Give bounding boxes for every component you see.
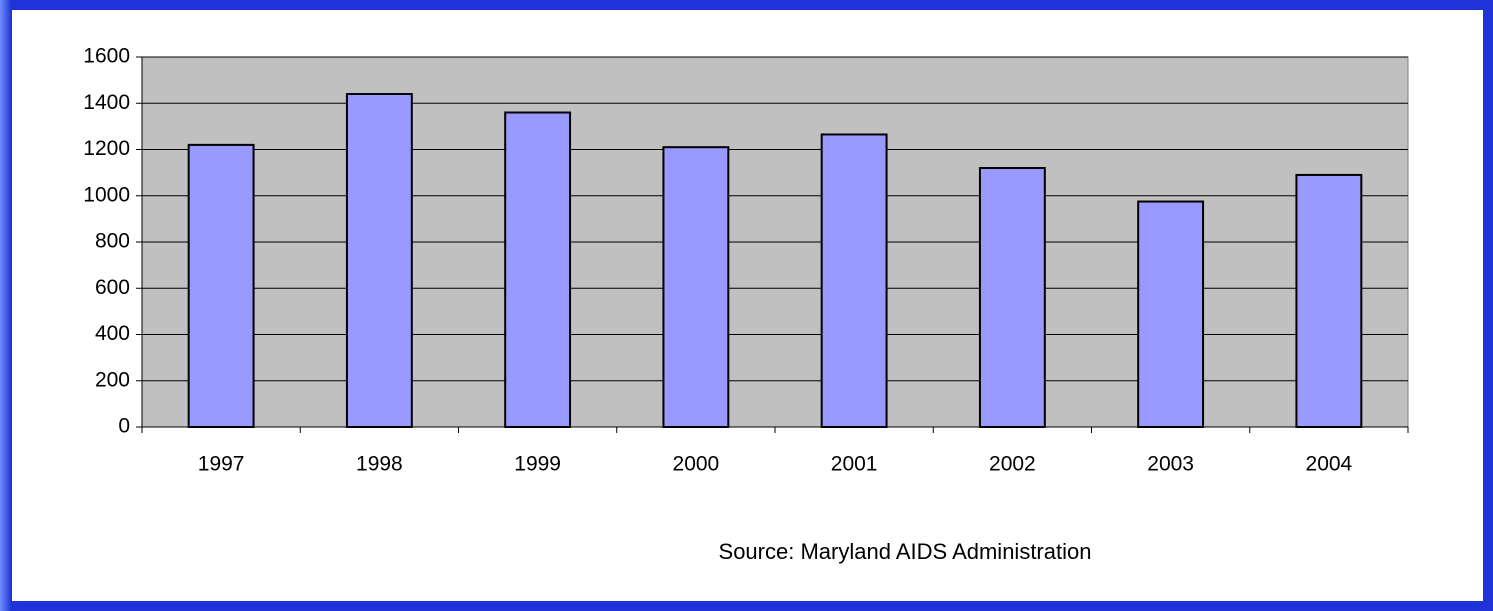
bar bbox=[1137, 200, 1205, 428]
y-tick-label: 1600 bbox=[83, 45, 130, 68]
bar bbox=[1295, 173, 1363, 428]
bar bbox=[820, 133, 888, 428]
bar bbox=[187, 143, 255, 428]
x-tick-label: 1997 bbox=[198, 453, 245, 476]
bar bbox=[504, 111, 572, 428]
bar bbox=[662, 146, 730, 428]
frame-edge bbox=[0, 0, 12, 611]
source-note: Source: Maryland AIDS Administration bbox=[719, 539, 1092, 564]
y-tick-label: 200 bbox=[95, 368, 130, 391]
y-tick-label: 400 bbox=[95, 322, 130, 345]
x-tick-label: 2004 bbox=[1306, 453, 1353, 476]
y-tick-label: 600 bbox=[95, 276, 130, 299]
y-tick-label: 0 bbox=[118, 415, 130, 438]
y-tick-label: 1000 bbox=[83, 183, 130, 206]
y-tick-label: 1200 bbox=[83, 137, 130, 160]
x-tick-label: 2003 bbox=[1147, 453, 1194, 476]
y-tick-label: 800 bbox=[95, 230, 130, 253]
bar bbox=[345, 93, 413, 428]
y-tick-label: 1400 bbox=[83, 91, 130, 114]
bar bbox=[978, 167, 1046, 428]
x-tick-label: 1998 bbox=[356, 453, 403, 476]
x-tick-label: 2000 bbox=[673, 453, 720, 476]
x-tick-label: 1999 bbox=[514, 453, 561, 476]
x-tick-label: 2001 bbox=[831, 453, 878, 476]
x-tick-label: 2002 bbox=[989, 453, 1036, 476]
